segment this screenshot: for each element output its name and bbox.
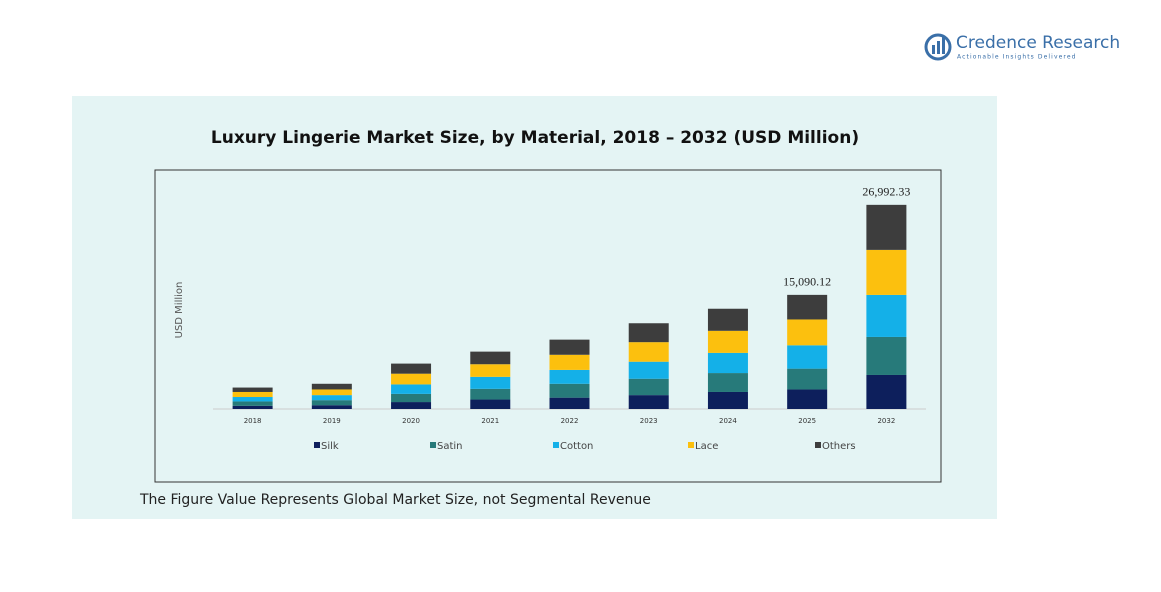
legend-swatch — [314, 442, 320, 448]
x-tick-label: 2021 — [481, 417, 499, 425]
bar-segment — [787, 389, 828, 409]
bar-segment — [549, 397, 590, 409]
bar-segment — [470, 376, 511, 389]
bar-segment — [707, 352, 748, 374]
bar-segment — [628, 361, 669, 379]
bar-segment — [232, 401, 273, 406]
bar-segment — [866, 204, 907, 250]
bar-segment — [787, 319, 828, 346]
x-tick-label: 2023 — [640, 417, 658, 425]
panel — [72, 96, 997, 519]
bar-segment — [549, 369, 590, 384]
legend-swatch — [553, 442, 559, 448]
bar-segment — [232, 405, 273, 409]
bar-segment — [628, 378, 669, 396]
logo-tagline: Actionable Insights Delivered — [957, 54, 1077, 61]
legend-label: Others — [822, 441, 856, 452]
logo: Credence Research Actionable Insights De… — [924, 33, 1120, 61]
bar-segment — [707, 330, 748, 353]
bar-segment — [866, 374, 907, 409]
bar-segment — [866, 249, 907, 295]
x-tick-label: 2024 — [719, 417, 737, 425]
bar-segment — [628, 323, 669, 343]
logo-icon — [924, 33, 952, 61]
bar-segment — [391, 363, 432, 374]
legend-swatch — [688, 442, 694, 448]
logo-name: Credence Research — [956, 33, 1120, 53]
x-tick-label: 2022 — [561, 417, 579, 425]
bar-segment — [311, 389, 352, 396]
bar-segment — [232, 387, 273, 392]
y-axis-label: USD Million — [174, 282, 185, 339]
bar-segment — [866, 336, 907, 375]
legend-swatch — [430, 442, 436, 448]
x-tick-label: 2032 — [877, 417, 895, 425]
x-tick-label: 2020 — [402, 417, 420, 425]
x-tick-label: 2025 — [798, 417, 816, 425]
legend-label: Lace — [695, 441, 718, 452]
logo-icon — [932, 45, 935, 54]
bar-segment — [787, 294, 828, 320]
legend-label: Satin — [437, 441, 463, 452]
legend-label: Silk — [321, 441, 339, 452]
bar-segment — [787, 345, 828, 369]
legend-label: Cotton — [560, 441, 593, 452]
chart-title: Luxury Lingerie Market Size, by Material… — [211, 128, 859, 148]
bar-segment — [232, 397, 273, 402]
legend-swatch — [815, 442, 821, 448]
bar-segment — [311, 400, 352, 406]
bar-segment — [470, 388, 511, 400]
bar-segment — [628, 342, 669, 362]
x-tick-label: 2018 — [244, 417, 262, 425]
bar-segment — [628, 395, 669, 409]
bar-segment — [707, 373, 748, 392]
bar-segment — [549, 383, 590, 398]
bar-segment — [391, 373, 432, 385]
bar-segment — [470, 399, 511, 409]
bar-segment — [311, 395, 352, 401]
bar-segment — [549, 339, 590, 355]
bar-segment — [866, 294, 907, 337]
bar-segment — [707, 308, 748, 331]
total-label: 26,992.33 — [862, 185, 910, 199]
bar-segment — [311, 383, 352, 390]
x-tick-label: 2019 — [323, 417, 341, 425]
bar-segment — [391, 393, 432, 403]
bar-segment — [391, 402, 432, 409]
bar-segment — [549, 354, 590, 370]
bar-segment — [391, 384, 432, 394]
total-label: 15,090.12 — [783, 275, 831, 289]
bar-segment — [470, 351, 511, 365]
footnote: The Figure Value Represents Global Marke… — [139, 492, 651, 508]
plot-frame — [154, 169, 942, 483]
bar-segment — [232, 391, 273, 398]
bar-segment — [311, 405, 352, 409]
bar-segment — [470, 364, 511, 377]
logo-icon — [942, 37, 945, 54]
bar-segment — [707, 391, 748, 409]
bar-segment — [787, 368, 828, 390]
logo-icon — [937, 41, 940, 54]
